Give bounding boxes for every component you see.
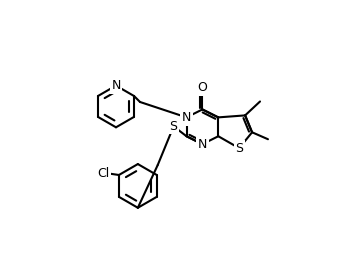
Text: O: O (198, 81, 207, 94)
Text: N: N (182, 111, 191, 124)
Text: N: N (111, 79, 121, 92)
Text: N: N (198, 138, 207, 151)
Text: S: S (170, 120, 178, 133)
Text: Cl: Cl (97, 167, 109, 180)
Text: S: S (235, 142, 243, 155)
